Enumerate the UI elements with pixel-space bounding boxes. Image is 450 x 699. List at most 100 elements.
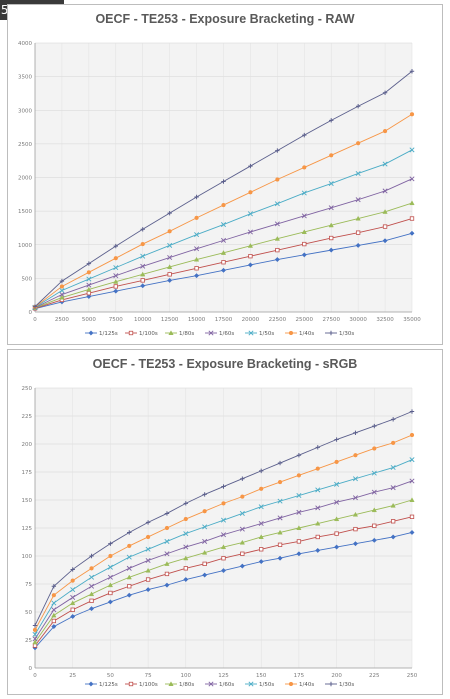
raw-legend-marker: [208, 330, 214, 336]
raw-data-point: [382, 128, 388, 134]
raw-data-point: [194, 194, 199, 200]
srgb-data-point: [108, 590, 113, 596]
srgb-x-tick-label: 200: [331, 673, 342, 679]
raw-data-point: [247, 262, 253, 268]
srgb-data-point: [70, 587, 76, 593]
raw-data-point: [329, 118, 334, 123]
srgb-data-point: [296, 473, 302, 478]
srgb-legend-item: 1/60s: [205, 681, 234, 688]
srgb-data-point: [89, 566, 94, 571]
raw-legend-item: 1/80s: [165, 330, 194, 337]
srgb-data-point: [277, 542, 283, 547]
srgb-data-point: [202, 524, 208, 530]
raw-legend-item: 1/125s: [85, 330, 118, 337]
srgb-data-point: [89, 583, 95, 589]
srgb-data-point: [126, 574, 132, 580]
srgb-data-point: [240, 494, 245, 499]
srgb-data-point: [164, 582, 170, 588]
raw-data-point: [167, 277, 173, 283]
srgb-data-point: [127, 543, 132, 549]
srgb-x-tick-label: 250: [407, 673, 418, 679]
raw-data-point: [328, 222, 334, 228]
srgb-y-tick-label: 50: [25, 610, 32, 616]
raw-data-point: [194, 246, 200, 252]
raw-data-point: [194, 266, 199, 271]
raw-data-point: [247, 243, 254, 248]
srgb-data-point: [258, 504, 264, 510]
srgb-data-point: [202, 509, 207, 514]
srgb-chart-title: OECF - TE253 - Exposure Bracketing - sRG…: [92, 357, 358, 371]
srgb-data-point: [372, 446, 377, 451]
raw-data-point: [167, 272, 172, 277]
srgb-data-point: [145, 520, 151, 525]
srgb-data-point: [51, 618, 57, 624]
srgb-x-tick-label: 150: [256, 673, 267, 679]
raw-data-point: [301, 213, 307, 219]
raw-legend-item: 1/100s: [125, 330, 158, 337]
raw-data-point: [328, 205, 334, 211]
raw-data-point: [140, 241, 145, 247]
srgb-data-point: [51, 593, 56, 598]
raw-series-3: [32, 176, 415, 311]
srgb-legend-marker: [248, 681, 254, 687]
srgb-data-point: [126, 565, 132, 571]
raw-data-point: [113, 273, 119, 279]
srgb-legend-label: 1/125s: [99, 682, 118, 688]
srgb-data-point: [164, 511, 170, 516]
raw-data-point: [86, 261, 92, 266]
raw-data-point: [302, 165, 307, 170]
srgb-data-point: [372, 523, 377, 528]
srgb-legend-label: 1/30s: [339, 682, 354, 688]
srgb-data-point: [277, 529, 283, 535]
srgb-y-tick-label: 100: [22, 554, 33, 560]
srgb-data-point: [390, 417, 396, 422]
raw-data-point: [355, 230, 361, 235]
srgb-x-tick-label: 25: [69, 673, 76, 679]
srgb-y-tick-label: 0: [29, 666, 33, 672]
srgb-series-4: [32, 457, 415, 637]
raw-data-point: [409, 216, 415, 221]
srgb-legend-item: 1/40s: [285, 681, 314, 688]
raw-series-4: [32, 147, 415, 310]
raw-data-point: [194, 232, 200, 238]
srgb-data-point: [221, 556, 226, 561]
srgb-data-point: [202, 572, 208, 578]
srgb-data-point: [32, 631, 38, 637]
srgb-data-point: [70, 607, 75, 612]
raw-data-point: [167, 229, 172, 234]
srgb-data-point: [334, 544, 340, 550]
raw-legend-marker: [248, 330, 254, 336]
srgb-data-point: [108, 553, 113, 559]
srgb-data-point: [391, 440, 396, 445]
srgb-data-point: [70, 578, 75, 583]
srgb-data-point: [409, 529, 415, 536]
raw-data-point: [409, 176, 415, 182]
raw-data-point: [113, 256, 118, 261]
raw-data-point: [382, 188, 388, 194]
srgb-y-tick-label: 250: [22, 386, 33, 392]
srgb-data-point: [277, 555, 283, 561]
srgb-data-point: [145, 557, 151, 563]
raw-data-point: [193, 256, 200, 262]
srgb-data-point: [409, 409, 415, 414]
raw-legend-item: 1/40s: [285, 330, 314, 337]
raw-data-point: [409, 112, 415, 117]
srgb-data-point: [352, 511, 359, 517]
srgb-data-point: [32, 643, 38, 648]
srgb-data-point: [127, 584, 132, 589]
raw-y-tick-label: 3000: [18, 108, 32, 114]
srgb-data-point: [333, 516, 340, 522]
raw-legend-marker: [288, 330, 294, 336]
srgb-series-0: [32, 529, 415, 651]
srgb-series-6: [32, 409, 415, 628]
raw-y-tick-label: 2000: [18, 176, 32, 182]
srgb-series-1: [32, 514, 415, 648]
raw-data-point: [221, 202, 226, 208]
srgb-y-tick-label: 225: [22, 414, 33, 420]
raw-data-point: [274, 256, 280, 263]
srgb-data-point: [126, 592, 132, 598]
raw-data-point: [221, 179, 226, 184]
raw-legend-label: 1/30s: [339, 331, 354, 337]
srgb-data-point: [107, 599, 113, 605]
raw-data-point: [301, 190, 307, 196]
